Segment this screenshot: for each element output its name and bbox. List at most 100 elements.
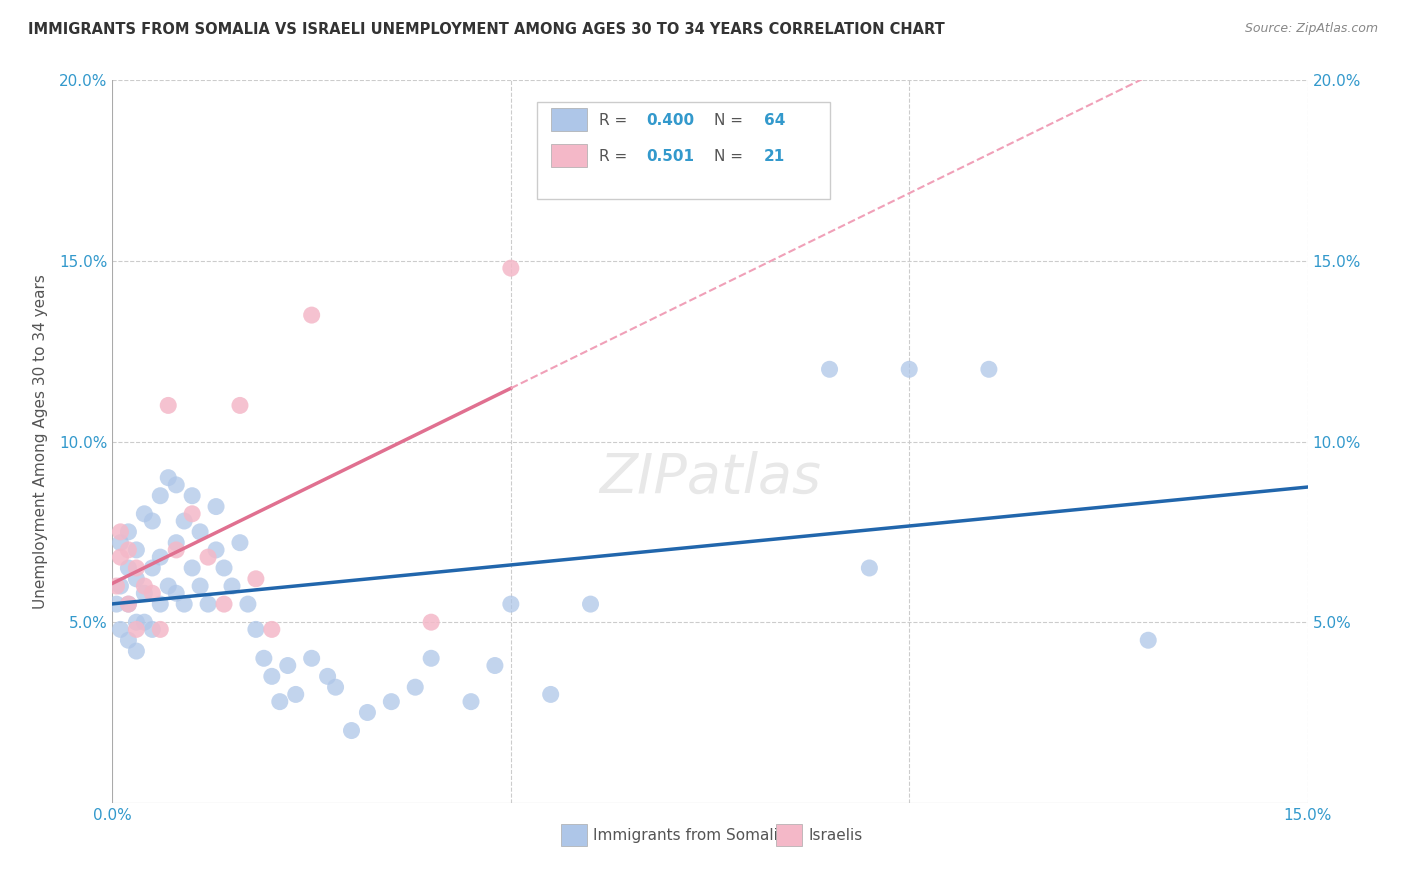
Point — [117, 597, 139, 611]
Point — [105, 597, 128, 611]
Point — [197, 597, 219, 611]
Point — [260, 669, 283, 683]
Text: 0.501: 0.501 — [647, 149, 695, 163]
Bar — [776, 824, 801, 847]
Point — [898, 362, 921, 376]
Point — [134, 507, 156, 521]
Text: Israelis: Israelis — [808, 828, 862, 843]
Point — [316, 669, 339, 683]
Point — [141, 561, 163, 575]
Point — [110, 550, 132, 565]
Point — [125, 561, 148, 575]
Point — [579, 597, 602, 611]
Point — [173, 597, 195, 611]
Point — [157, 471, 180, 485]
Point — [380, 695, 402, 709]
Point — [165, 535, 187, 549]
Point — [110, 535, 132, 549]
Text: R =: R = — [599, 112, 633, 128]
Text: IMMIGRANTS FROM SOMALIA VS ISRAELI UNEMPLOYMENT AMONG AGES 30 TO 34 YEARS CORREL: IMMIGRANTS FROM SOMALIA VS ISRAELI UNEMP… — [28, 22, 945, 37]
Point — [141, 586, 163, 600]
Point — [212, 561, 235, 575]
Point — [117, 542, 139, 557]
Point — [484, 658, 506, 673]
Point — [149, 623, 172, 637]
Point — [117, 597, 139, 611]
Point — [325, 680, 347, 694]
Point — [125, 572, 148, 586]
Point — [499, 597, 522, 611]
Point — [181, 507, 204, 521]
Point — [229, 535, 252, 549]
Point — [110, 579, 132, 593]
Text: 21: 21 — [763, 149, 785, 163]
Point — [977, 362, 1000, 376]
Bar — [551, 108, 586, 131]
Point — [253, 651, 276, 665]
Point — [245, 572, 267, 586]
Point — [117, 561, 139, 575]
Bar — [551, 144, 586, 167]
Point — [125, 623, 148, 637]
Point — [460, 695, 482, 709]
Point — [165, 586, 187, 600]
Point — [420, 651, 443, 665]
Point — [1137, 633, 1160, 648]
Point — [277, 658, 299, 673]
FancyBboxPatch shape — [537, 102, 830, 200]
Point — [858, 561, 880, 575]
Point — [221, 579, 243, 593]
Point — [356, 706, 378, 720]
Point — [205, 542, 228, 557]
Text: ZIPatlas: ZIPatlas — [599, 451, 821, 504]
Point — [117, 633, 139, 648]
Point — [340, 723, 363, 738]
Point — [197, 550, 219, 565]
Point — [134, 579, 156, 593]
Point — [181, 561, 204, 575]
Text: N =: N = — [714, 149, 748, 163]
Point — [173, 514, 195, 528]
Point — [212, 597, 235, 611]
Point — [260, 623, 283, 637]
Point — [149, 489, 172, 503]
Point — [157, 579, 180, 593]
Point — [245, 623, 267, 637]
Point — [205, 500, 228, 514]
Point — [181, 489, 204, 503]
Point — [149, 597, 172, 611]
Y-axis label: Unemployment Among Ages 30 to 34 years: Unemployment Among Ages 30 to 34 years — [34, 274, 48, 609]
Text: 64: 64 — [763, 112, 785, 128]
Point — [125, 644, 148, 658]
Point — [110, 524, 132, 539]
Point — [125, 542, 148, 557]
Point — [404, 680, 426, 694]
Point — [420, 615, 443, 630]
Point — [699, 182, 721, 196]
Point — [540, 687, 562, 701]
Point — [301, 651, 323, 665]
Text: N =: N = — [714, 112, 748, 128]
Text: 0.400: 0.400 — [647, 112, 695, 128]
Point — [134, 586, 156, 600]
Text: Source: ZipAtlas.com: Source: ZipAtlas.com — [1244, 22, 1378, 36]
Point — [188, 579, 211, 593]
Point — [105, 579, 128, 593]
Point — [157, 398, 180, 412]
Point — [188, 524, 211, 539]
Point — [499, 261, 522, 276]
Point — [284, 687, 307, 701]
Point — [165, 542, 187, 557]
Text: R =: R = — [599, 149, 633, 163]
Point — [141, 514, 163, 528]
Bar — [561, 824, 586, 847]
Point — [117, 524, 139, 539]
Text: Immigrants from Somalia: Immigrants from Somalia — [593, 828, 787, 843]
Point — [301, 308, 323, 322]
Point — [269, 695, 291, 709]
Point — [134, 615, 156, 630]
Point — [149, 550, 172, 565]
Point — [141, 623, 163, 637]
Point — [229, 398, 252, 412]
Point — [165, 478, 187, 492]
